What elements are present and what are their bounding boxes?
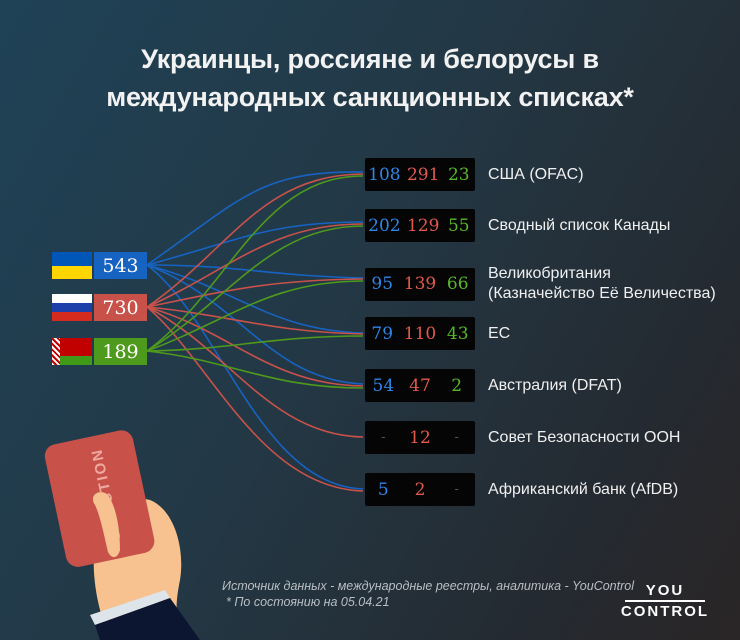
logo-divider [625,600,705,602]
ukraine-flag-icon [52,252,92,279]
list-row-uk: 95 139 66 Великобритания (Казначейство Е… [365,264,716,304]
russia-count: 47 [409,375,431,396]
hand-with-sanction-card-illustration: SANCTION [44,430,200,640]
list-label: ЕС [488,324,511,342]
list-row-canada: 202 129 55 Сводный список Канады [365,209,670,242]
ukraine-count: - [381,430,386,445]
list-row-eu: 79 110 43 ЕС [365,317,510,350]
counts-box: 108 291 23 [365,158,475,191]
ukraine-count: 79 [371,323,394,344]
counts-box: 5 2 - [365,473,475,506]
counts-box: 79 110 43 [365,317,475,350]
counts-box: 54 47 2 [365,369,475,402]
russia-total: 730 [94,294,147,321]
country-ukraine: 543 [52,252,147,279]
date-note: * По состоянию на 05.04.21 [226,595,390,609]
footer: Источник данных - международные реестры,… [222,578,634,610]
belarus-count: - [454,482,459,497]
russia-count: 291 [406,164,440,185]
country-russia: 730 [52,294,147,321]
ukraine-count: 54 [372,375,395,396]
list-row-afdb: 5 2 - Африканский банк (AfDB) [365,473,678,506]
russia-flag-icon [52,294,92,321]
russia-count: 129 [406,215,440,236]
ukraine-total: 543 [94,252,147,279]
list-label: Австралия (DFAT) [488,376,622,394]
ukraine-count: 202 [368,215,401,236]
title-line-2: международных санкционных списках* [106,82,634,112]
logo-top: YOU [645,582,685,599]
russia-count: 12 [409,427,431,448]
youcontrol-logo: YOU CONTROL [620,582,710,620]
belarus-count: 43 [446,323,469,344]
counts-box: - 12 - [365,421,475,454]
ukraine-count: 5 [377,479,389,500]
list-label: Совет Безопасности ООН [488,428,681,446]
belarus-count: 23 [447,164,470,185]
list-row-un: - 12 - Совет Безопасности ООН [365,421,680,454]
list-label-line-1: Великобритания [488,265,611,282]
belarus-count: 66 [446,274,469,294]
ukraine-count: 108 [368,164,401,185]
russia-count: 139 [403,274,437,294]
list-label: Африканский банк (AfDB) [488,480,679,498]
belarus-lines [146,175,364,389]
list-row-usa: 108 291 23 США (OFAC) [365,158,584,191]
list-label-line-2: (Казначейство Её Величества) [488,285,716,302]
list-label: Сводный список Канады [488,216,671,234]
page-title: Украинцы, россияне и белорусы в междунар… [0,40,740,116]
logo-bottom: CONTROL [620,603,710,620]
ukraine-count: 95 [371,274,394,294]
source-note: Источник данных - международные реестры,… [222,579,634,593]
belarus-flag-icon [52,338,92,365]
belarus-count: 55 [447,215,470,236]
belarus-count: - [454,430,459,445]
list-label: США (OFAC) [488,165,584,183]
ukraine-lines [146,171,364,490]
list-row-australia: 54 47 2 Австралия (DFAT) [365,369,622,402]
russia-count: 110 [403,323,437,344]
russia-count: 2 [414,479,426,500]
counts-box: 202 129 55 [365,209,475,242]
list-label: Великобритания (Казначейство Её Величест… [488,264,716,304]
counts-box: 95 139 66 [365,267,475,301]
belarus-count: 2 [451,375,463,396]
title-line-1: Украинцы, россияне и белорусы в [141,44,599,74]
belarus-total: 189 [94,338,147,365]
country-belarus: 189 [52,338,147,365]
